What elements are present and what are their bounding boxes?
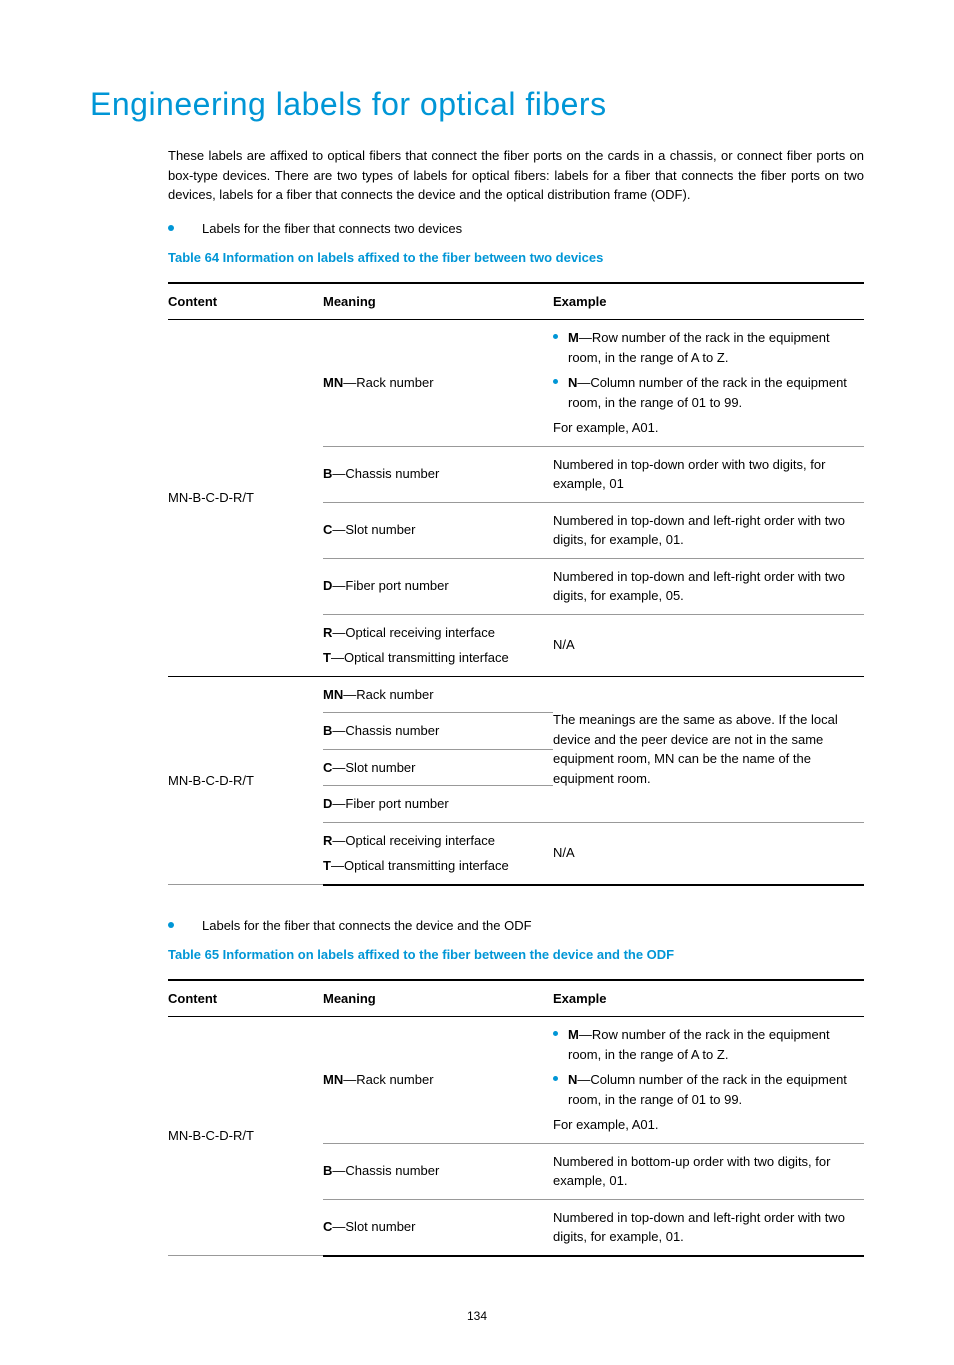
example-desc: —Column number of the rack in the equipm… [568, 1072, 847, 1107]
meaning-code: C [323, 522, 332, 537]
cell-meaning: C—Slot number [323, 502, 553, 558]
example-plain: For example, A01. [553, 1115, 856, 1135]
cell-meaning: C—Slot number [323, 749, 553, 786]
cell-example: N/A [553, 614, 864, 676]
meaning-code: D [323, 796, 332, 811]
meaning-desc: —Rack number [343, 375, 433, 390]
meaning-code: R [323, 833, 332, 848]
cell-example: The meanings are the same as above. If t… [553, 676, 864, 822]
intro-paragraph: These labels are affixed to optical fibe… [168, 146, 864, 205]
example-code: N [568, 375, 577, 390]
meaning-desc: —Fiber port number [332, 796, 448, 811]
cell-meaning: D—Fiber port number [323, 558, 553, 614]
example-code: N [568, 1072, 577, 1087]
cell-meaning: B—Chassis number [323, 713, 553, 750]
meaning-code: R [323, 625, 332, 640]
bullet-text: Labels for the fiber that connects the d… [202, 916, 532, 936]
example-bullet: N—Column number of the rack in the equip… [553, 373, 856, 412]
meaning-desc: —Fiber port number [332, 578, 448, 593]
table-row: MN-B-C-D-R/T MN—Rack number M—Row number… [168, 320, 864, 447]
cell-example: Numbered in top-down and left-right orde… [553, 1199, 864, 1256]
table-header-row: Content Meaning Example [168, 980, 864, 1017]
meaning-code: B [323, 466, 332, 481]
col-header-meaning: Meaning [323, 980, 553, 1017]
meaning-code: B [323, 1163, 332, 1178]
bullet-icon [553, 379, 558, 384]
cell-example: M—Row number of the rack in the equipmen… [553, 320, 864, 447]
meaning-code: D [323, 578, 332, 593]
meaning-desc: —Chassis number [332, 723, 439, 738]
cell-meaning: R—Optical receiving interface T—Optical … [323, 614, 553, 676]
example-bullet: N—Column number of the rack in the equip… [553, 1070, 856, 1109]
example-code: M [568, 1027, 579, 1042]
col-header-example: Example [553, 980, 864, 1017]
bullet-text: Labels for the fiber that connects two d… [202, 219, 462, 239]
cell-meaning: MN—Rack number [323, 1017, 553, 1144]
cell-content: MN-B-C-D-R/T [168, 676, 323, 885]
cell-example: N/A [553, 822, 864, 885]
meaning-code: B [323, 723, 332, 738]
bullet-icon [553, 334, 558, 339]
example-plain: For example, A01. [553, 418, 856, 438]
meaning-desc: —Rack number [343, 1072, 433, 1087]
section-bullet-2: Labels for the fiber that connects the d… [168, 916, 864, 936]
table-65-caption: Table 65 Information on labels affixed t… [168, 945, 864, 965]
cell-meaning: MN—Rack number [323, 320, 553, 447]
meaning-code: C [323, 1219, 332, 1234]
meaning-desc: —Optical receiving interface [332, 833, 495, 848]
page-title: Engineering labels for optical fibers [90, 80, 864, 128]
bullet-icon [168, 225, 174, 231]
col-header-content: Content [168, 980, 323, 1017]
cell-meaning: B—Chassis number [323, 1143, 553, 1199]
example-code: M [568, 330, 579, 345]
table-64-caption: Table 64 Information on labels affixed t… [168, 248, 864, 268]
meaning-code: T [323, 650, 331, 665]
bullet-icon [553, 1031, 558, 1036]
col-header-meaning: Meaning [323, 283, 553, 320]
meaning-desc: —Rack number [343, 687, 433, 702]
cell-example: M—Row number of the rack in the equipmen… [553, 1017, 864, 1144]
cell-example: Numbered in top-down and left-right orde… [553, 558, 864, 614]
table-header-row: Content Meaning Example [168, 283, 864, 320]
meaning-desc: —Slot number [332, 522, 415, 537]
example-desc: —Row number of the rack in the equipment… [568, 330, 830, 365]
cell-meaning: D—Fiber port number [323, 786, 553, 823]
page-number: 134 [90, 1307, 864, 1325]
example-bullet: M—Row number of the rack in the equipmen… [553, 328, 856, 367]
meaning-desc: —Slot number [332, 760, 415, 775]
bullet-icon [553, 1076, 558, 1081]
meaning-code: MN [323, 375, 343, 390]
bullet-icon [168, 922, 174, 928]
section-bullet-1: Labels for the fiber that connects two d… [168, 219, 864, 239]
example-desc: —Column number of the rack in the equipm… [568, 375, 847, 410]
table-65: Content Meaning Example MN-B-C-D-R/T MN—… [168, 979, 864, 1257]
cell-meaning: MN—Rack number [323, 676, 553, 713]
table-row: MN-B-C-D-R/T MN—Rack number The meanings… [168, 676, 864, 713]
meaning-desc: —Optical transmitting interface [331, 650, 509, 665]
cell-meaning: C—Slot number [323, 1199, 553, 1256]
meaning-desc: —Optical transmitting interface [331, 858, 509, 873]
cell-meaning: R—Optical receiving interface T—Optical … [323, 822, 553, 885]
meaning-code: C [323, 760, 332, 775]
meaning-desc: —Chassis number [332, 1163, 439, 1178]
meaning-desc: —Slot number [332, 1219, 415, 1234]
cell-example: Numbered in top-down and left-right orde… [553, 502, 864, 558]
meaning-code: T [323, 858, 331, 873]
table-row: MN-B-C-D-R/T MN—Rack number M—Row number… [168, 1017, 864, 1144]
example-desc: —Row number of the rack in the equipment… [568, 1027, 830, 1062]
cell-example: Numbered in bottom-up order with two dig… [553, 1143, 864, 1199]
cell-meaning: B—Chassis number [323, 446, 553, 502]
cell-content: MN-B-C-D-R/T [168, 1017, 323, 1256]
col-header-content: Content [168, 283, 323, 320]
meaning-code: MN [323, 1072, 343, 1087]
meaning-code: MN [323, 687, 343, 702]
meaning-desc: —Optical receiving interface [332, 625, 495, 640]
cell-content: MN-B-C-D-R/T [168, 320, 323, 677]
example-bullet: M—Row number of the rack in the equipmen… [553, 1025, 856, 1064]
col-header-example: Example [553, 283, 864, 320]
table-64: Content Meaning Example MN-B-C-D-R/T MN—… [168, 282, 864, 886]
meaning-desc: —Chassis number [332, 466, 439, 481]
cell-example: Numbered in top-down order with two digi… [553, 446, 864, 502]
